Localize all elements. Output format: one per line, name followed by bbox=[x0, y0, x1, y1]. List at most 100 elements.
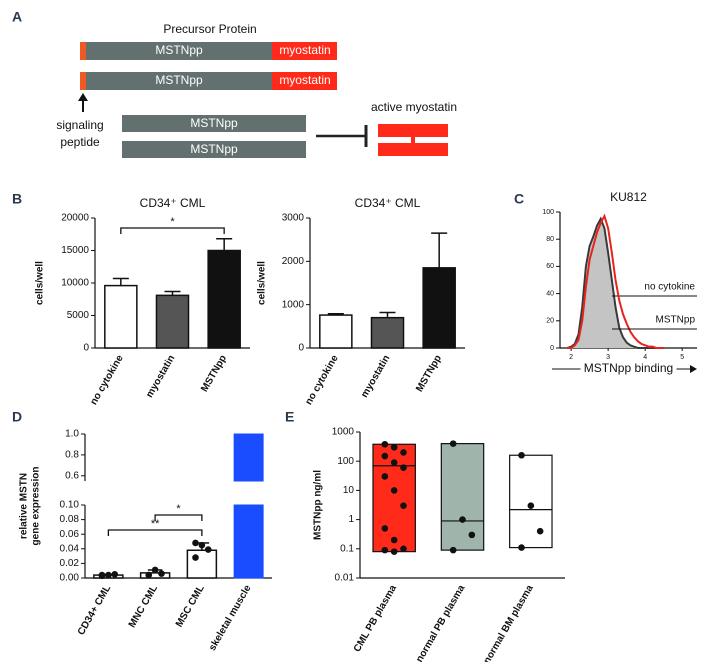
y-tick-label: 20000 bbox=[61, 213, 89, 224]
bar bbox=[186, 549, 218, 579]
x-tick-label: 4 bbox=[643, 354, 647, 361]
y-tick-label: 0.8 bbox=[65, 450, 79, 461]
x-tick-label: myostatin bbox=[144, 353, 177, 399]
x-tick-label: MNC CML bbox=[127, 583, 160, 629]
bar bbox=[233, 433, 264, 482]
arrow-head bbox=[78, 93, 88, 101]
bar bbox=[233, 504, 264, 579]
mature-label: myostatin bbox=[279, 73, 330, 87]
data-point bbox=[381, 546, 389, 554]
y-tick-label: 0 bbox=[83, 343, 89, 354]
y-tick-label: 100 bbox=[337, 456, 354, 467]
data-point bbox=[400, 464, 407, 471]
bar bbox=[422, 267, 456, 349]
axis-arrow-head bbox=[690, 365, 697, 373]
y-axis-label: cells/well bbox=[35, 261, 46, 305]
bar bbox=[370, 316, 405, 349]
x-tick-label: no cytokine bbox=[303, 353, 341, 407]
data-point bbox=[390, 443, 398, 451]
data-point bbox=[400, 449, 407, 456]
data-point bbox=[151, 566, 159, 574]
y-tick-label: 0.06 bbox=[60, 529, 80, 540]
data-point bbox=[536, 527, 544, 535]
x-tick-label: no cytokine bbox=[88, 353, 126, 407]
data-point bbox=[449, 440, 457, 447]
x-tick-label: skeletal muscle bbox=[207, 583, 254, 653]
signal-peptide bbox=[80, 42, 86, 60]
y-tick-label: 0 bbox=[550, 345, 554, 352]
data-point bbox=[145, 571, 153, 579]
data-point bbox=[468, 531, 476, 539]
line bbox=[567, 216, 664, 349]
y-tick-label: 0.01 bbox=[335, 573, 355, 584]
y-tick-label: 10 bbox=[343, 485, 355, 496]
x-tick-label: CD34+ CML bbox=[76, 583, 113, 637]
panel-label: A bbox=[12, 9, 22, 25]
y-tick-label: 40 bbox=[546, 290, 554, 297]
bar bbox=[155, 294, 190, 349]
data-point bbox=[381, 452, 389, 460]
line bbox=[567, 213, 664, 349]
data-point bbox=[381, 473, 389, 480]
chart-title: CD34⁺ CML bbox=[355, 196, 421, 210]
y-tick-label: 60 bbox=[546, 263, 554, 270]
bar bbox=[319, 314, 353, 349]
y-tick-label: 0.6 bbox=[65, 470, 79, 481]
significance-bracket bbox=[120, 227, 225, 234]
y-axis-label: MSTNpp ng/ml bbox=[313, 470, 324, 540]
y-tick-label: 100 bbox=[542, 209, 554, 216]
bar bbox=[139, 572, 171, 579]
signal-label: signaling bbox=[56, 118, 103, 132]
mature-domain bbox=[272, 42, 337, 60]
x-tick-label: 2 bbox=[569, 354, 573, 361]
data-point bbox=[400, 502, 407, 509]
data-point bbox=[527, 502, 535, 509]
data-point bbox=[390, 548, 398, 555]
data-point bbox=[390, 487, 398, 494]
data-point bbox=[105, 571, 112, 579]
signal-label: peptide bbox=[60, 135, 100, 149]
pro-label: MSTNpp bbox=[190, 142, 238, 156]
pro-label: MSTNpp bbox=[155, 43, 203, 57]
x-axis-label: MSTNpp binding bbox=[584, 361, 673, 375]
diagram-title: Precursor Protein bbox=[163, 22, 256, 36]
y-tick-label: 20 bbox=[546, 318, 554, 325]
y-axis-label: relative MSTN bbox=[19, 473, 30, 539]
pro-domain bbox=[86, 42, 272, 60]
x-tick-label: MSTNpp bbox=[199, 353, 229, 394]
y-tick-label: 5000 bbox=[67, 310, 90, 321]
y-tick-label: 1000 bbox=[332, 427, 355, 438]
data-point bbox=[390, 536, 398, 544]
data-point bbox=[459, 516, 466, 523]
panel-label: C bbox=[514, 191, 524, 207]
mature-domain bbox=[272, 72, 337, 90]
y-axis-label: gene expression bbox=[31, 467, 42, 546]
data-point bbox=[111, 571, 119, 578]
data-point bbox=[400, 545, 407, 553]
range-box bbox=[509, 454, 553, 549]
dimer-link bbox=[411, 136, 415, 144]
data-point bbox=[381, 440, 389, 448]
pro-label: MSTNpp bbox=[155, 73, 203, 87]
y-tick-label: 15000 bbox=[61, 245, 89, 256]
data-point bbox=[204, 546, 212, 553]
bar bbox=[104, 284, 138, 349]
significance-bracket bbox=[107, 529, 203, 536]
y-tick-label: 1000 bbox=[282, 299, 305, 310]
significance-bracket bbox=[154, 514, 203, 521]
y-tick-label: 2000 bbox=[282, 256, 305, 267]
panel-label: E bbox=[285, 409, 294, 425]
significance-label: * bbox=[176, 503, 181, 515]
x-tick-label: MSC CML bbox=[174, 583, 207, 629]
data-point bbox=[518, 544, 525, 551]
x-tick-label: normal BM plasma bbox=[482, 583, 536, 662]
y-tick-label: 1 bbox=[348, 514, 354, 525]
signal-peptide bbox=[80, 72, 86, 90]
range-box bbox=[440, 443, 485, 551]
data-point bbox=[198, 541, 206, 549]
panel-label: D bbox=[12, 409, 22, 425]
x-tick-label: myostatin bbox=[359, 353, 392, 399]
y-tick-label: 10000 bbox=[61, 278, 89, 289]
